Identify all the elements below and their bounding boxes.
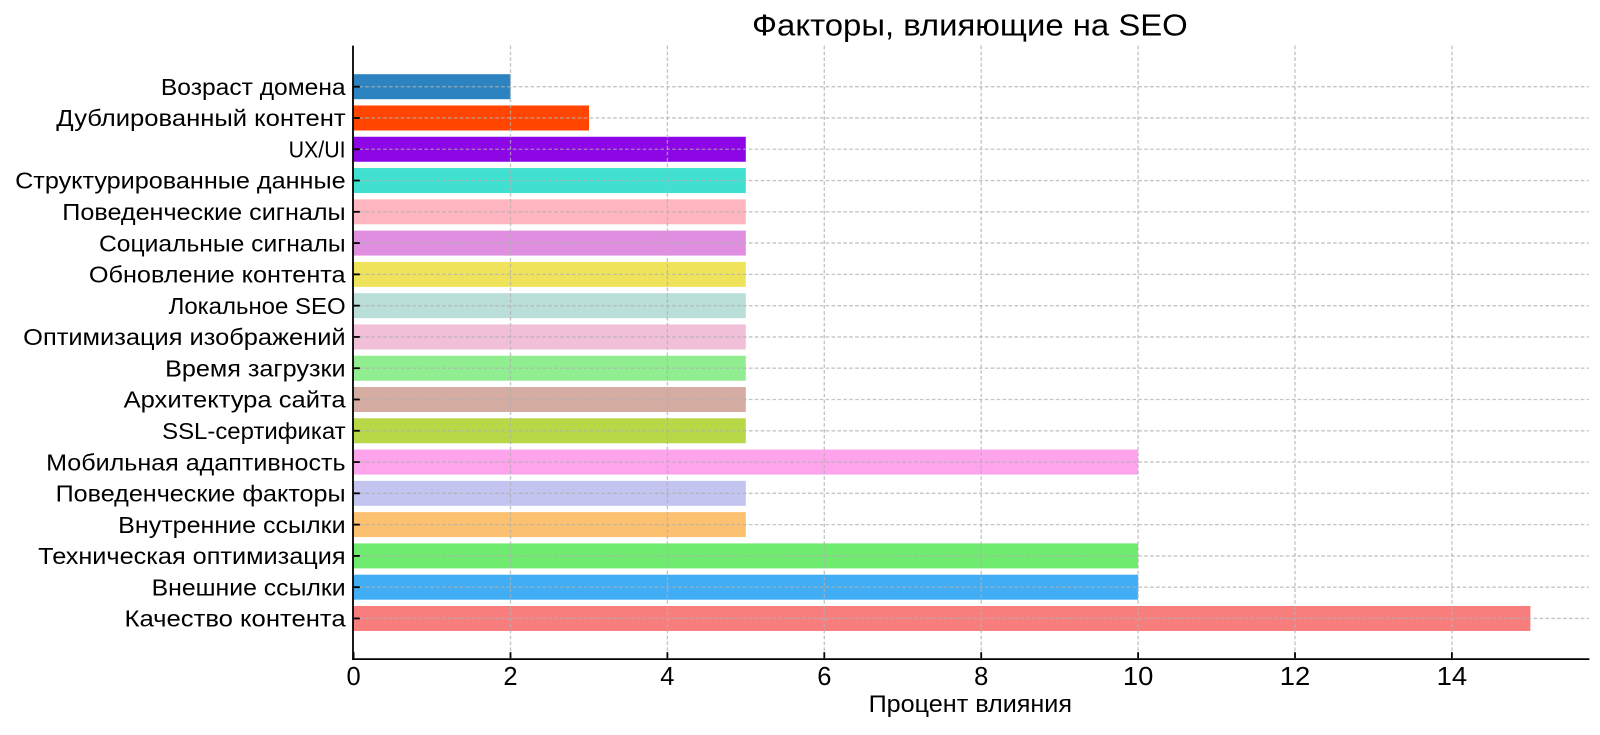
svg-text:4: 4	[660, 663, 674, 691]
svg-text:SSL-сертификат: SSL-сертификат	[162, 418, 346, 444]
svg-text:Поведенческие факторы: Поведенческие факторы	[56, 481, 346, 507]
svg-text:Локальное SEO: Локальное SEO	[169, 293, 346, 319]
svg-text:Поведенческие сигналы: Поведенческие сигналы	[62, 199, 345, 225]
svg-text:Время загрузки: Время загрузки	[165, 355, 346, 381]
svg-text:Социальные сигналы: Социальные сигналы	[99, 230, 346, 256]
svg-text:Архитектура сайта: Архитектура сайта	[124, 387, 346, 413]
svg-text:Процент влияния: Процент влияния	[869, 691, 1072, 718]
svg-text:Обновление контента: Обновление контента	[89, 262, 346, 288]
svg-text:6: 6	[817, 663, 831, 691]
svg-text:Техническая оптимизация: Техническая оптимизация	[38, 543, 345, 569]
svg-text:Структурированные данные: Структурированные данные	[15, 168, 346, 194]
svg-text:Внешние ссылки: Внешние ссылки	[152, 574, 346, 600]
svg-text:Факторы, влияющие на SEO: Факторы, влияющие на SEO	[752, 8, 1188, 43]
svg-text:Мобильная адаптивность: Мобильная адаптивность	[46, 449, 346, 475]
svg-text:8: 8	[974, 663, 988, 691]
svg-text:Дублированный контент: Дублированный контент	[56, 105, 346, 131]
svg-text:UX/UI: UX/UI	[289, 136, 346, 162]
svg-text:Качество контента: Качество контента	[125, 606, 346, 632]
svg-text:0: 0	[347, 663, 361, 691]
svg-text:10: 10	[1123, 663, 1154, 691]
svg-text:12: 12	[1280, 663, 1311, 691]
svg-text:Внутренние ссылки: Внутренние ссылки	[118, 512, 345, 538]
svg-text:Оптимизация изображений: Оптимизация изображений	[23, 324, 345, 350]
svg-text:2: 2	[503, 663, 517, 691]
svg-text:14: 14	[1437, 663, 1468, 691]
svg-text:Возраст домена: Возраст домена	[161, 74, 346, 100]
